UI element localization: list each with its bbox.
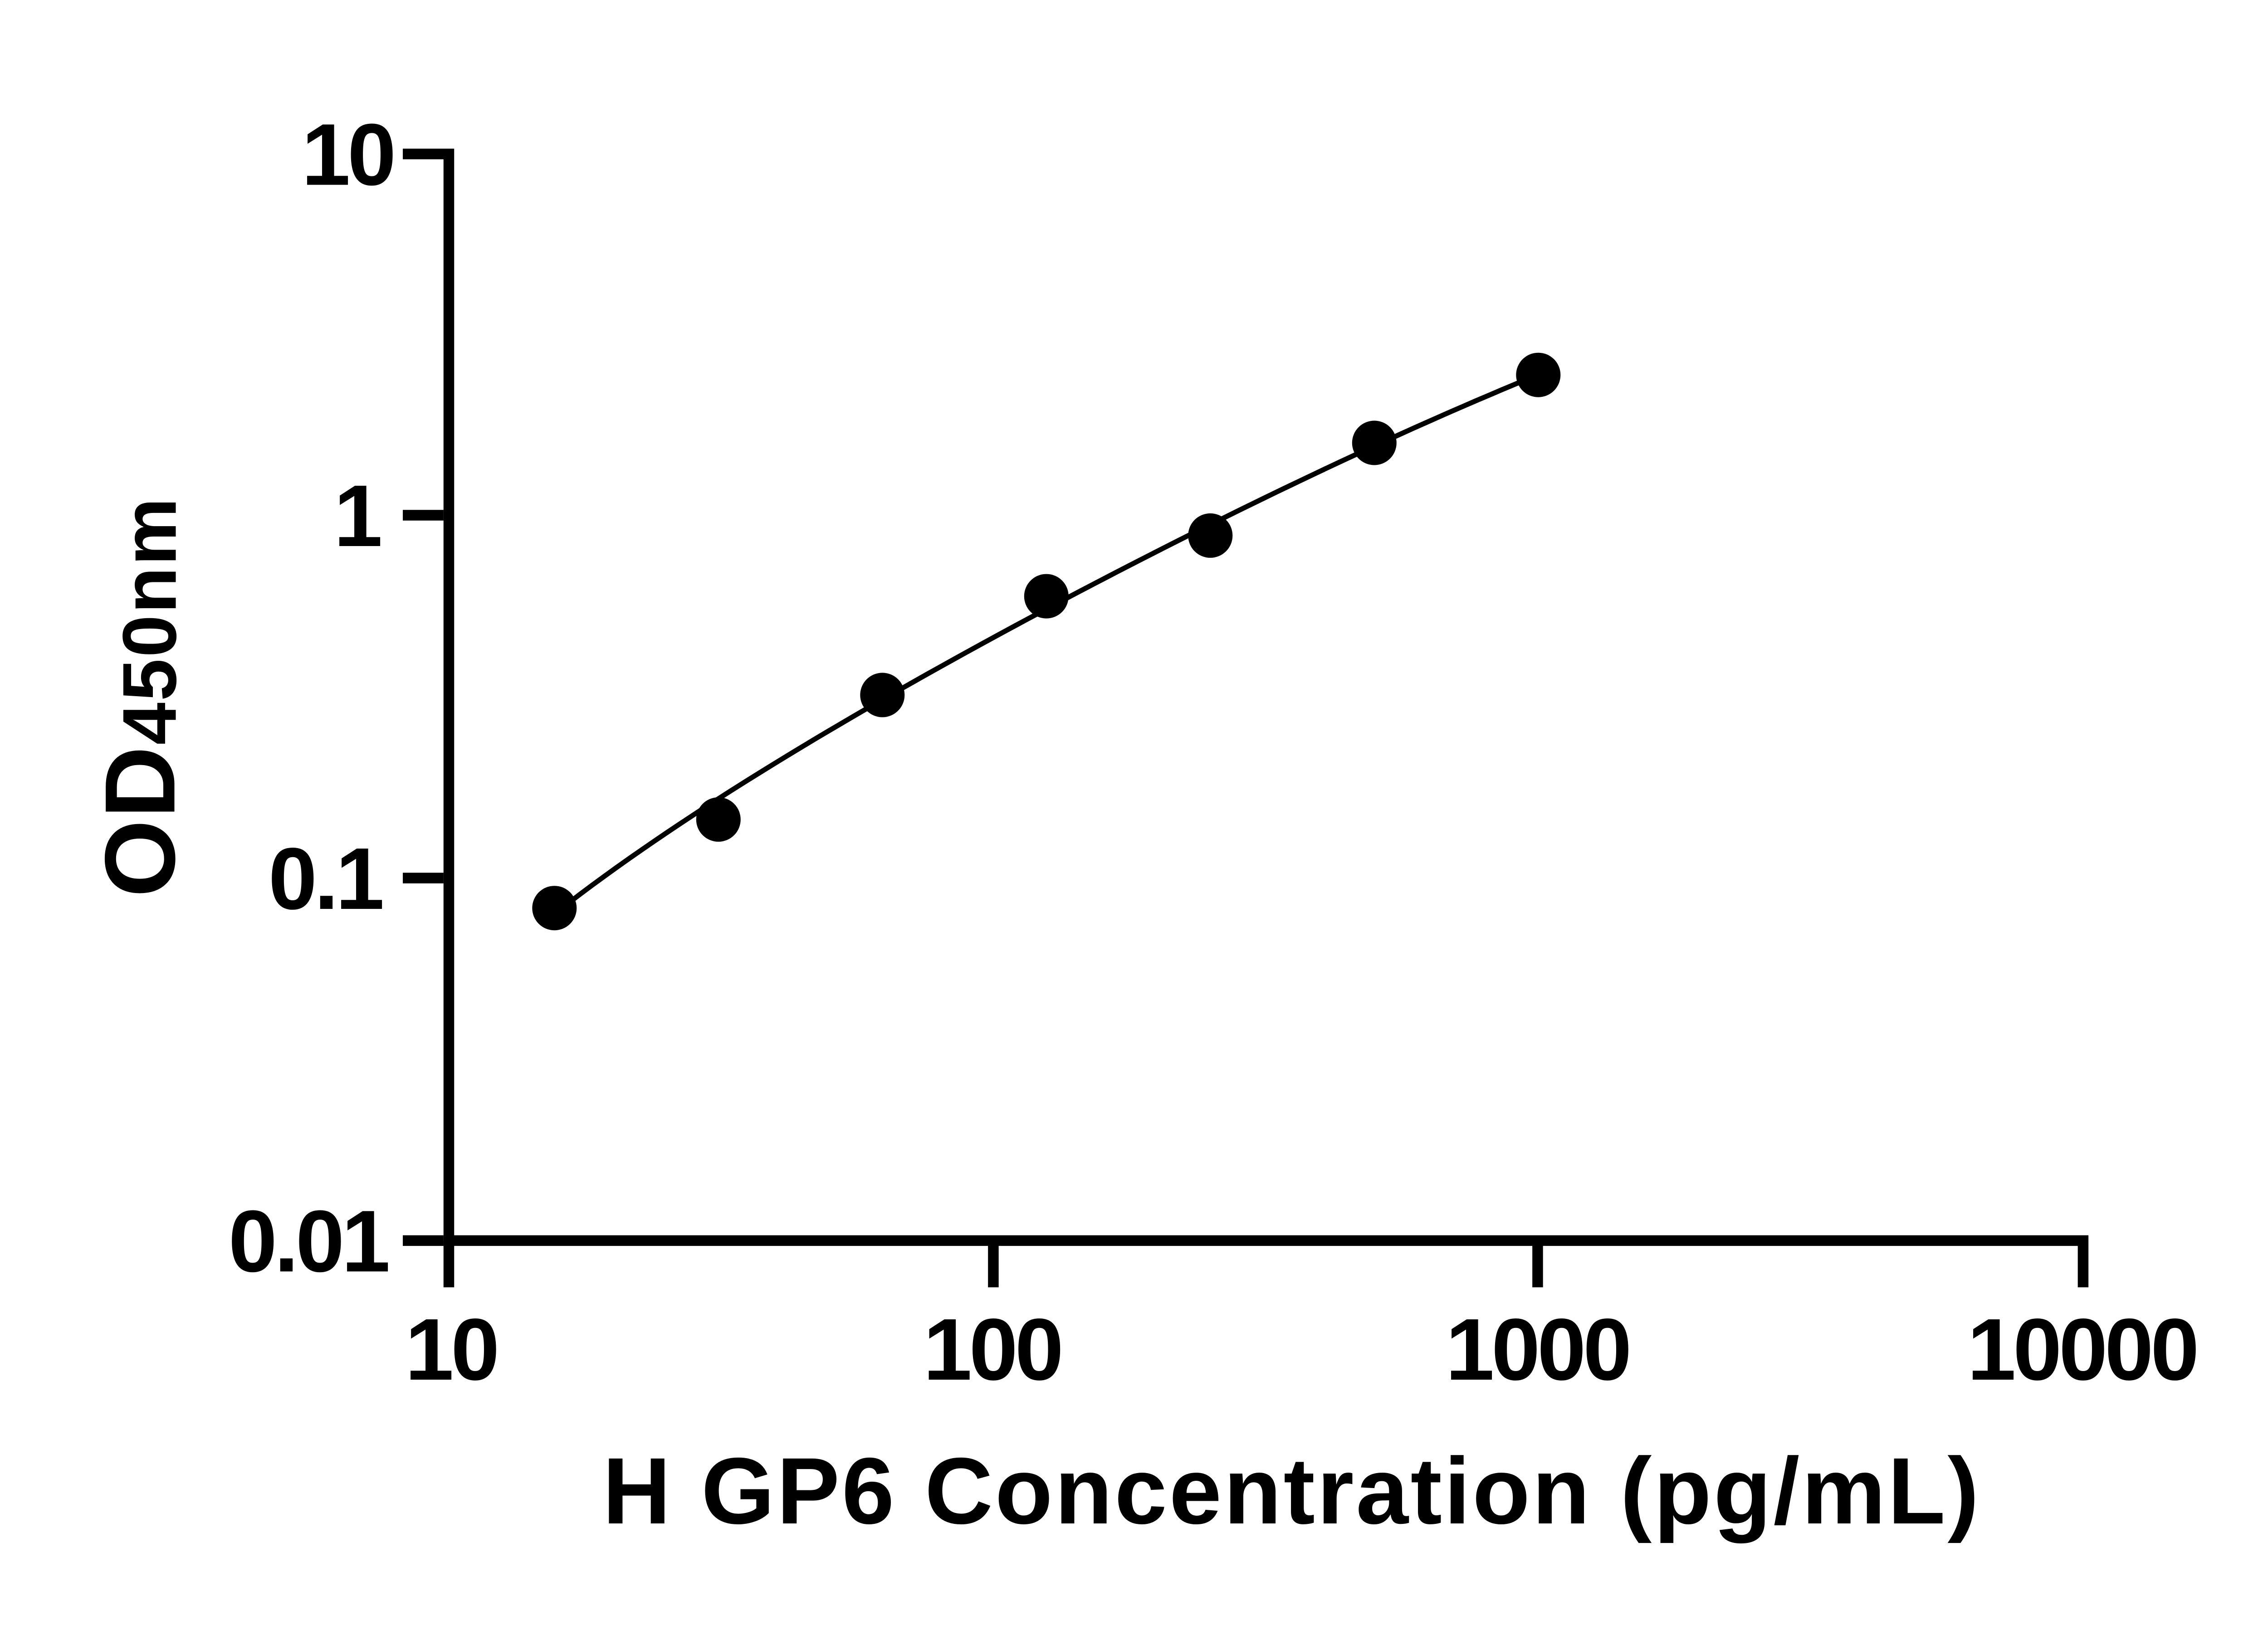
svg-text:1: 1 (334, 467, 381, 565)
svg-text:H GP6 Concentration (pg/mL): H GP6 Concentration (pg/mL) (603, 1439, 1981, 1544)
svg-text:100: 100 (923, 1300, 1061, 1398)
svg-text:10: 10 (302, 106, 393, 204)
svg-text:0.1: 0.1 (269, 830, 382, 927)
svg-text:0.01: 0.01 (229, 1192, 388, 1290)
svg-text:OD450nm: OD450nm (84, 496, 196, 897)
svg-text:1000: 1000 (1446, 1300, 1629, 1398)
svg-text:10: 10 (405, 1300, 497, 1398)
svg-text:10000: 10000 (1967, 1300, 2196, 1398)
